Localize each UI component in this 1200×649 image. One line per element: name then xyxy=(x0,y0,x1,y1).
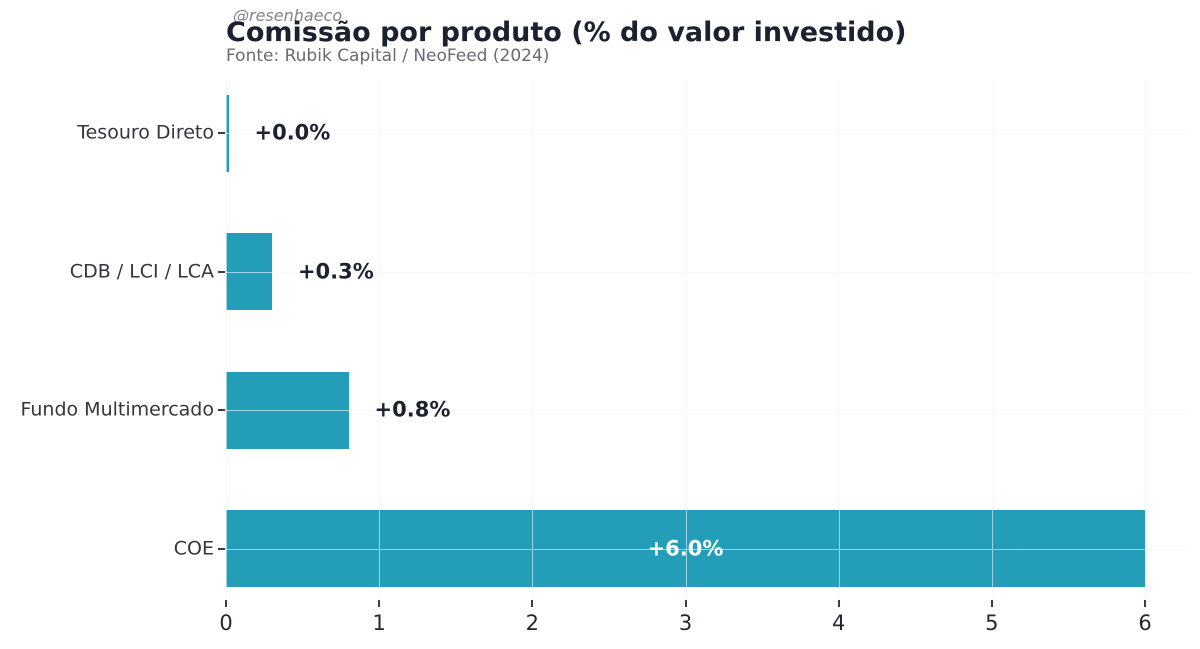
x-tick-mark xyxy=(837,600,840,607)
gridline-vertical-overlay xyxy=(685,80,687,600)
gridline-horizontal-overlay xyxy=(226,133,1190,134)
chart-title: Comissão por produto (% do valor investi… xyxy=(226,17,907,48)
gridline-vertical-overlay xyxy=(991,80,993,600)
value-label: +0.3% xyxy=(297,259,374,284)
plot-area: +0.0% +0.3% +0.8% +6.0% xyxy=(226,80,1190,600)
gridline-horizontal-overlay xyxy=(226,548,1190,550)
x-tick-label: 6 xyxy=(1138,611,1152,635)
x-tick-mark xyxy=(1144,600,1146,607)
bar-labels-layer: +0.0% +0.3% +0.8% +6.0% xyxy=(226,80,1190,600)
gridline-vertical-overlay xyxy=(226,80,227,600)
gridline-horizontal-overlay xyxy=(226,271,1190,273)
value-label: +6.0% xyxy=(647,536,724,561)
x-tick-label: 2 xyxy=(525,611,540,635)
value-label: +0.8% xyxy=(374,397,451,422)
x-tick-label: 3 xyxy=(678,611,693,635)
gridline-vertical-overlay xyxy=(1145,80,1146,600)
value-label: +0.0% xyxy=(254,120,331,145)
chart-subtitle: Fonte: Rubik Capital / NeoFeed (2024) xyxy=(226,46,550,66)
gridlines-over xyxy=(226,80,1190,600)
x-tick-mark xyxy=(378,600,381,607)
x-tick-mark xyxy=(684,600,687,607)
x-tick-label: 5 xyxy=(985,611,999,635)
x-tick-label: 1 xyxy=(372,611,386,635)
x-tick-label: 4 xyxy=(831,611,846,635)
y-tick-mark xyxy=(218,409,225,411)
x-tick-mark xyxy=(225,600,227,607)
gridline-vertical-overlay xyxy=(379,80,381,600)
x-tick-mark xyxy=(531,600,534,607)
gridline-horizontal-overlay xyxy=(226,410,1190,411)
gridline-vertical-overlay xyxy=(532,80,534,600)
x-tick-mark xyxy=(990,600,993,607)
y-tick-mark xyxy=(218,547,225,550)
category-label-tesouro-direto: Tesouro Direto xyxy=(77,121,214,144)
x-tick-label: 0 xyxy=(219,611,233,635)
category-label-fundo-multimercado: Fundo Multimercado xyxy=(20,398,214,421)
watermark: @resenhaeco xyxy=(233,6,343,25)
gridline-vertical-overlay xyxy=(838,80,840,600)
category-label-coe: COE xyxy=(173,537,214,560)
y-tick-mark xyxy=(218,270,225,273)
category-label-cdb-lci-lca: CDB / LCI / LCA xyxy=(69,260,214,283)
y-tick-mark xyxy=(218,132,225,134)
